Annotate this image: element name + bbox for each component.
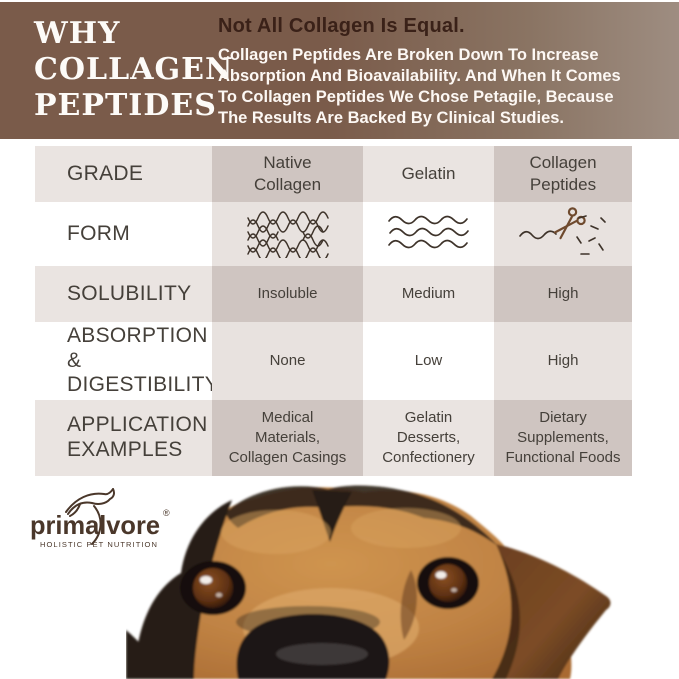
table-cell-solubility-native: Insoluble: [212, 266, 363, 322]
primalvore-logo: primalvore ® HOLISTIC PET NUTRITION: [30, 488, 170, 549]
table-cell-solubility-gelatin: Medium: [363, 266, 494, 322]
row-label-grade: GRADE: [35, 146, 212, 202]
table-cell-solubility-peptides: High: [494, 266, 632, 322]
wavy-lines-icon: [387, 215, 469, 249]
triple-helix-icon: [246, 211, 329, 258]
table-cell-applications-gelatin: Gelatin Desserts, Confectionery: [363, 400, 494, 476]
header-title: WHY COLLAGEN PEPTIDES: [34, 16, 234, 123]
comparison-table: GRADE Native Collagen Gelatin Collagen P…: [35, 146, 632, 476]
row-label-application-examples: APPLICATION EXAMPLES: [35, 400, 212, 476]
table-cell-form-peptides: [494, 206, 632, 262]
header-headline: Not All Collagen Is Equal.: [218, 15, 465, 37]
scissors-cut-icon: [519, 207, 606, 255]
row-label-form: FORM: [35, 206, 212, 262]
dog-face-close-up-photo: [126, 485, 611, 679]
column-header-gelatin: Gelatin: [363, 146, 494, 202]
header-body-text: Collagen Peptides Are Broken Down To Inc…: [218, 46, 621, 127]
table-cell-applications-native: Medical Materials, Collagen Casings: [212, 400, 363, 476]
brand-tagline: HOLISTIC PET NUTRITION: [40, 542, 158, 549]
header-copy-block: Not All Collagen Is Equal. Collagen Pept…: [218, 15, 668, 129]
brand-wordmark: primalvore: [30, 510, 160, 540]
table-cell-absorption-native: None: [212, 326, 363, 396]
row-label-absorption-digestibility: ABSORPTION & DIGESTIBILITY: [35, 324, 219, 396]
column-header-collagen-peptides: Collagen Peptides: [494, 146, 632, 202]
dog-face-art: [126, 485, 611, 679]
table-cell-form-native: [212, 206, 363, 262]
table-cell-form-gelatin: [363, 206, 494, 262]
column-header-native-collagen: Native Collagen: [212, 146, 363, 202]
table-cell-absorption-gelatin: Low: [363, 326, 494, 396]
table-cell-applications-peptides: Dietary Supplements, Functional Foods: [494, 400, 632, 476]
registered-mark: ®: [163, 508, 170, 518]
brand-header: WHY COLLAGEN PEPTIDES Not All Collagen I…: [0, 2, 679, 139]
row-label-solubility: SOLUBILITY: [35, 266, 212, 322]
dog-silhouette-icon: [65, 488, 115, 545]
table-cell-absorption-peptides: High: [494, 326, 632, 396]
